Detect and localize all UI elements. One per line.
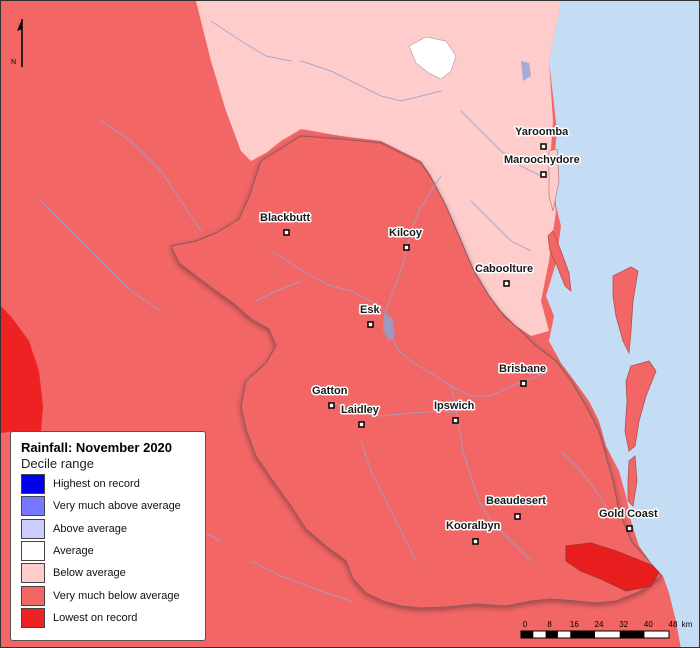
town-gatton: Gatton (311, 384, 349, 409)
town-marker (367, 321, 374, 328)
town-label: Gold Coast (599, 508, 658, 520)
legend-item: Above average (21, 518, 205, 540)
legend-item: Average (21, 540, 205, 562)
legend: Rainfall: November 2020 Decile range Hig… (10, 431, 206, 641)
catchment-area (170, 135, 662, 609)
town-label: Esk (360, 304, 380, 316)
town-blackbutt: Blackbutt (259, 211, 312, 236)
town-marker (328, 402, 335, 409)
legend-swatch (21, 541, 45, 562)
town-yaroomba: Yaroomba (514, 125, 571, 150)
legend-swatch (21, 607, 45, 628)
town-kooralbyn: Kooralbyn (445, 519, 502, 545)
coastal-strip-north (548, 148, 560, 212)
legend-item: Below average (21, 562, 205, 584)
average-area (408, 36, 457, 80)
island-south-stradbroke (627, 455, 638, 507)
town-label: Blackbutt (260, 212, 310, 224)
scale-tick-label: 48 (668, 620, 678, 629)
town-label: Yaroomba (515, 126, 569, 138)
legend-swatch (21, 518, 45, 539)
town-marker (472, 538, 479, 545)
scale-tick-label: 40 (643, 620, 653, 629)
island-moreton (612, 266, 639, 355)
town-label: Brisbane (499, 363, 546, 375)
town-gold-coast: Gold Coast (598, 507, 660, 532)
legend-item: Very much above average (21, 495, 205, 517)
legend-title: Rainfall: November 2020 (21, 440, 173, 455)
town-label: Caboolture (475, 263, 533, 275)
legend-swatch (21, 563, 45, 584)
town-label: Ipswich (434, 400, 475, 412)
town-ipswich: Ipswich (433, 399, 476, 424)
scale-tick-label: 16 (569, 620, 579, 629)
scale-tick-label: 8 (547, 620, 552, 629)
island-bribie (547, 230, 572, 292)
north-arrow-icon: N (11, 19, 23, 67)
town-caboolture: Caboolture (474, 262, 535, 287)
scale-unit: km (681, 620, 693, 629)
lowest-on-record-area-gold-coast (565, 542, 662, 592)
scale-bar: 0 8 16 24 32 40 48 km (519, 620, 697, 642)
rivers (20, 20, 607, 612)
town-esk: Esk (359, 303, 382, 328)
town-label: Beaudesert (486, 495, 546, 507)
legend-item-label: Highest on record (53, 478, 140, 491)
legend-item: Highest on record (21, 473, 205, 495)
town-marker (358, 421, 365, 428)
town-marker (514, 513, 521, 520)
town-marker (540, 171, 547, 178)
town-beaudesert: Beaudesert (485, 494, 548, 520)
town-marker (283, 229, 290, 236)
town-brisbane: Brisbane (498, 362, 548, 387)
north-label: N (11, 59, 16, 66)
town-marker (626, 525, 633, 532)
legend-item: Lowest on record (21, 607, 205, 629)
town-label: Maroochydore (504, 154, 580, 166)
town-laidley: Laidley (340, 403, 381, 428)
town-maroochydore: Maroochydore (503, 153, 581, 178)
legend-item: Very much below average (21, 584, 205, 606)
legend-items: Highest on record Very much above average… (21, 473, 205, 629)
town-kilcoy: Kilcoy (388, 226, 424, 251)
legend-item-label: Below average (53, 567, 126, 580)
legend-item-label: Very much above average (53, 500, 181, 513)
town-marker (520, 380, 527, 387)
scale-bar-graphic (520, 630, 670, 639)
town-label: Kooralbyn (446, 520, 501, 532)
north-arrow: N (11, 19, 25, 67)
legend-swatch (21, 474, 45, 495)
legend-item-label: Very much below average (53, 589, 180, 602)
town-marker (540, 143, 547, 150)
legend-item-label: Above average (53, 522, 127, 535)
town-label: Laidley (341, 404, 380, 416)
below-average-area (196, 1, 561, 336)
scale-tick-label: 24 (594, 620, 604, 629)
town-marker (452, 417, 459, 424)
legend-item-label: Average (53, 545, 94, 558)
lowest-on-record-area (1, 306, 43, 433)
lakes (383, 61, 531, 341)
scale-tick-label: 0 (522, 620, 528, 629)
island-north-stradbroke (624, 360, 657, 452)
town-marker (503, 280, 510, 287)
legend-swatch (21, 496, 45, 517)
legend-item-label: Lowest on record (53, 611, 138, 624)
town-label: Kilcoy (389, 227, 423, 239)
legend-subtitle: Decile range (21, 456, 94, 471)
scale-tick-label: 32 (619, 620, 629, 629)
legend-swatch (21, 585, 45, 606)
town-label: Gatton (312, 385, 348, 397)
town-marker (403, 244, 410, 251)
